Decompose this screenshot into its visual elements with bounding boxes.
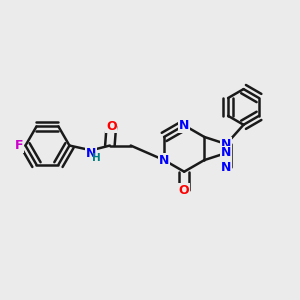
Text: N: N [221,138,232,151]
Text: H: H [92,153,100,163]
Text: F: F [15,139,23,152]
Text: N: N [86,147,96,161]
Text: N: N [179,119,189,132]
Text: N: N [221,161,232,174]
Text: O: O [106,120,117,133]
Text: N: N [221,146,232,159]
Text: O: O [179,184,190,196]
Text: N: N [159,154,169,166]
